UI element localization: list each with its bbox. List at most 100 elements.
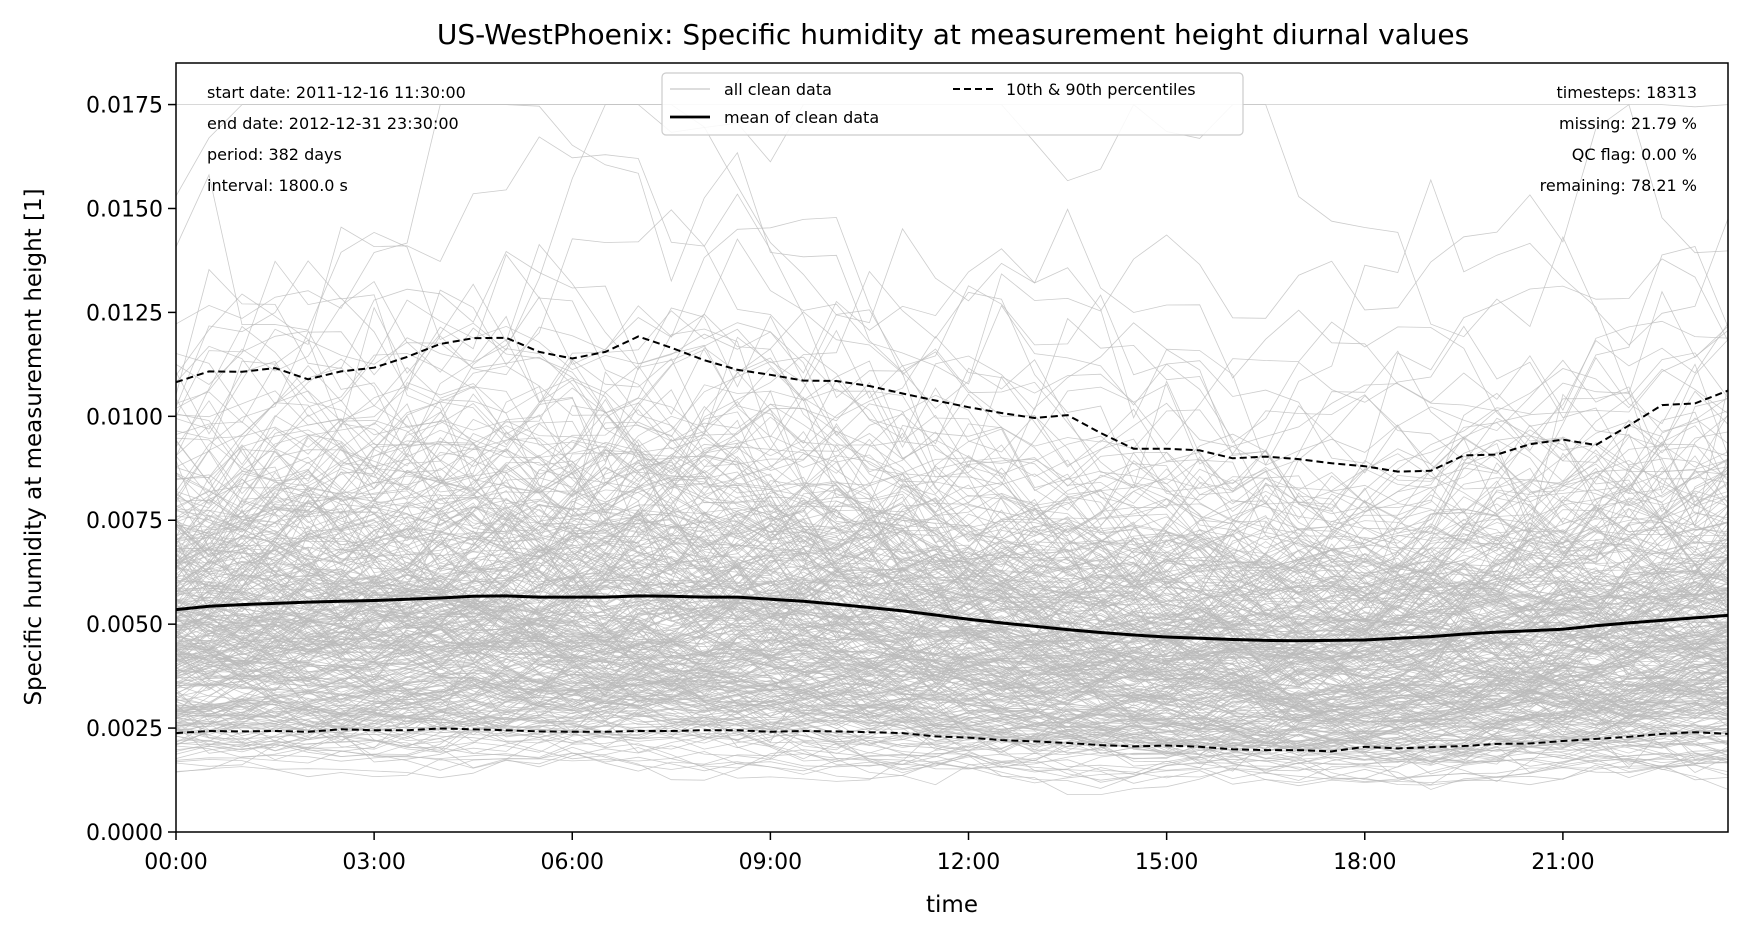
clean-data-line	[176, 634, 1728, 754]
clean-data-line	[176, 642, 1728, 763]
clean-data-line	[176, 396, 1728, 591]
clean-data-line	[176, 600, 1728, 731]
clean-data-line	[176, 330, 1728, 623]
plot-frame	[175, 62, 1729, 833]
clean-data-line	[176, 636, 1728, 719]
series-lines	[176, 335, 1728, 753]
info-remaining: remaining: 78.21 %	[1540, 176, 1697, 195]
clean-data-line	[176, 728, 1728, 775]
clean-data-line	[176, 666, 1728, 765]
clean-data-line	[176, 751, 1728, 786]
clean-data-line	[176, 580, 1728, 725]
x-axis: 00:00 03:00 06:00 09:00 12:00 15:00 18:00 21:00	[144, 832, 1595, 875]
clean-data-line	[176, 542, 1728, 670]
clean-data-line	[176, 649, 1728, 722]
clean-data-line	[176, 530, 1728, 692]
clean-data-line	[176, 281, 1728, 607]
clean-data-line	[176, 547, 1728, 720]
info-interval: interval: 1800.0 s	[207, 176, 348, 195]
y-axis: 0.0000 0.0025 0.0050 0.0075 0.0100 0.0125 0.01…	[86, 94, 176, 846]
clean-data-line	[176, 622, 1728, 699]
clean-data-line	[176, 492, 1728, 597]
clean-data-line	[176, 730, 1728, 773]
clean-data-line	[176, 569, 1728, 655]
clean-data-line	[176, 615, 1728, 708]
clean-data-line	[176, 136, 1728, 554]
clean-data-line	[176, 597, 1728, 684]
clean-data-line	[176, 521, 1728, 692]
y-axis-label: Specific humidity at measurement height …	[21, 188, 47, 705]
clean-data-line	[176, 456, 1728, 626]
clean-data-line	[176, 735, 1728, 779]
x-tick-label: 09:00	[739, 850, 802, 875]
clean-data-lines	[176, 103, 1728, 795]
y-tick-label: 0.0125	[86, 301, 163, 326]
clean-data-line	[176, 595, 1728, 713]
percentile-10-line	[176, 727, 1728, 753]
y-tick-label: 0.0075	[86, 509, 163, 534]
clean-data-line	[176, 675, 1728, 757]
clean-data-line	[176, 698, 1728, 773]
clean-data-line	[176, 349, 1728, 585]
x-tick-label: 12:00	[937, 850, 1000, 875]
clean-data-line	[176, 716, 1728, 790]
clean-data-line	[176, 178, 1728, 457]
clean-data-line	[176, 702, 1728, 757]
legend-label-percentiles: 10th & 90th percentiles	[1006, 80, 1196, 99]
clean-data-line	[176, 508, 1728, 713]
clean-data-line	[176, 639, 1728, 746]
y-tick-label: 0.0050	[86, 613, 163, 638]
clean-data-line	[176, 325, 1728, 528]
clean-data-line	[176, 621, 1728, 709]
clean-data-line	[176, 581, 1728, 706]
clean-data-line	[176, 564, 1728, 711]
legend-box	[661, 72, 1244, 136]
clean-data-line	[176, 667, 1728, 734]
clean-data-line	[176, 649, 1728, 724]
clean-data-line	[176, 253, 1728, 520]
clean-data-line	[176, 697, 1728, 765]
clean-data-line	[176, 667, 1728, 762]
clean-data-line	[176, 305, 1728, 560]
clean-data-line	[176, 631, 1728, 730]
clean-data-line	[176, 639, 1728, 726]
clean-data-line	[176, 409, 1728, 624]
clean-data-line	[176, 689, 1728, 754]
mean-line	[176, 594, 1728, 643]
clean-data-line	[176, 645, 1728, 750]
x-tick-label: 15:00	[1135, 850, 1198, 875]
clean-data-line	[176, 478, 1728, 585]
clean-data-line	[176, 537, 1728, 700]
clean-data-line	[176, 441, 1728, 627]
x-tick-label: 00:00	[144, 850, 207, 875]
clean-data-line	[176, 402, 1728, 664]
clean-data-line	[176, 358, 1728, 624]
clean-data-line	[176, 504, 1728, 670]
clean-data-line	[176, 574, 1728, 695]
clean-data-line	[176, 423, 1728, 577]
y-tick-label: 0.0000	[86, 821, 163, 846]
y-tick-label: 0.0150	[86, 197, 163, 222]
clean-data-line	[176, 592, 1728, 730]
clean-data-line	[176, 483, 1728, 642]
clean-data-line	[176, 730, 1728, 789]
x-tick-label: 21:00	[1531, 850, 1594, 875]
clean-data-line	[176, 561, 1728, 708]
clean-data-line	[176, 475, 1728, 666]
clean-data-line	[176, 724, 1728, 783]
y-tick-label: 0.0025	[86, 717, 163, 742]
clean-data-line	[176, 508, 1728, 677]
clean-data-line	[176, 390, 1728, 574]
clean-data-line	[176, 419, 1728, 602]
clean-data-line	[176, 533, 1728, 701]
y-tick-label: 0.0175	[86, 94, 163, 119]
info-missing: missing: 21.79 %	[1559, 114, 1697, 133]
clean-data-line	[176, 634, 1728, 737]
clean-data-line	[176, 656, 1728, 726]
clean-data-line	[176, 496, 1728, 635]
clean-data-line	[176, 453, 1728, 657]
clean-data-line	[176, 434, 1728, 596]
clean-data-line	[176, 469, 1728, 637]
clean-data-line	[176, 650, 1728, 735]
clean-data-line	[176, 534, 1728, 716]
